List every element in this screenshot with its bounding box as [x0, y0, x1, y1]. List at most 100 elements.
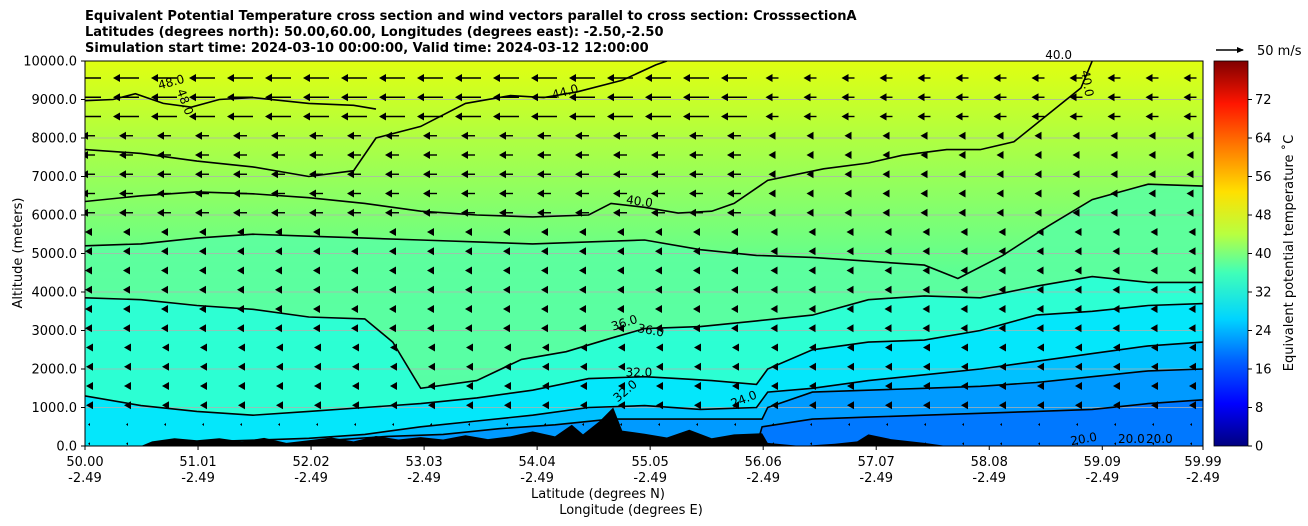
wind-arrow [694, 382, 701, 390]
title-line-3: Simulation start time: 2024-03-10 00:00:… [85, 41, 649, 56]
wind-arrow [1074, 228, 1082, 236]
wind-arrow [417, 93, 424, 102]
wind-arrow [693, 324, 700, 333]
wind-arrow [465, 266, 472, 275]
wind-arrow [579, 247, 586, 256]
wind-arrow [1069, 93, 1077, 102]
wind-arrow [504, 343, 511, 352]
wind-arrow [1189, 382, 1196, 390]
wind-arrow [721, 93, 728, 102]
wind-arrow [1072, 131, 1080, 140]
wind-arrow [537, 208, 544, 217]
wind-arrow [461, 131, 468, 140]
wind-arrow [575, 208, 582, 217]
wind-arrow [347, 170, 354, 179]
wind-arrow [771, 401, 778, 410]
wind-arrow [119, 189, 126, 198]
wind-arrow [617, 228, 624, 236]
wind-arrow [499, 208, 506, 217]
wind-arrow [1075, 362, 1082, 371]
wind-arrow [537, 131, 544, 140]
y-tick-label: 6000.0 [32, 209, 78, 224]
x-tick-label-lat: 50.00 [66, 455, 103, 470]
wind-arrow [1183, 93, 1191, 102]
field-band-20 [756, 399, 1203, 446]
wind-arrow [613, 170, 620, 179]
wind-arrow [922, 228, 930, 236]
wind-arrow [765, 93, 773, 102]
wind-arrow [617, 324, 624, 333]
wind-arrow [1034, 189, 1042, 198]
wind-arrow [809, 343, 816, 352]
wind-arrow [993, 112, 1001, 121]
wind-arrow [613, 131, 620, 140]
colorbar-label: Equivalent potential temperature ˚C [1281, 135, 1297, 371]
wind-arrow [579, 324, 586, 333]
wind-arrow [731, 247, 738, 256]
wind-arrow [161, 247, 168, 256]
wind-arrow [1113, 382, 1120, 390]
contour-line-40 [85, 61, 1093, 218]
wind-arrow [809, 362, 816, 371]
wind-arrow [655, 305, 662, 313]
wind-arrow [617, 285, 624, 294]
wind-arrow [119, 170, 126, 179]
wind-arrow [960, 266, 968, 275]
wind-arrow [569, 74, 576, 82]
wind-arrow [200, 362, 207, 371]
wind-arrow [275, 324, 282, 333]
wind-arrow [157, 131, 164, 140]
wind-arrow [772, 423, 774, 426]
wind-arrow [645, 74, 652, 82]
wind-arrow [316, 423, 318, 426]
wind-arrow [428, 401, 435, 410]
wind-arrow [313, 247, 320, 256]
wind-arrow [1076, 423, 1078, 426]
wind-arrow [1150, 247, 1158, 256]
x-tick-label-lon: -2.49 [1186, 471, 1220, 486]
wind-arrow [123, 324, 130, 333]
wind-arrow [1034, 208, 1042, 217]
wind-arrow [428, 362, 435, 371]
wind-arrow [341, 74, 348, 82]
wind-arrow [161, 228, 168, 236]
x-tick-label-lat: 53.03 [405, 455, 442, 470]
wind-arrow [765, 112, 773, 121]
contour-label: 32.0 [626, 366, 653, 380]
wind-arrow [727, 189, 734, 198]
colorbar-tick-label: 0 [1255, 440, 1263, 455]
wind-arrow [537, 189, 544, 198]
wind-arrow [541, 228, 548, 236]
y-tick-label: 2000.0 [32, 363, 78, 378]
wind-arrow [1072, 151, 1080, 159]
wind-arrow [960, 305, 968, 313]
wind-arrow [693, 305, 700, 313]
x-axis-label-lon: Longitude (degrees E) [559, 503, 703, 518]
y-tick-label: 7000.0 [32, 170, 78, 185]
wind-arrow [1114, 442, 1116, 446]
y-axis-label: Altitude (meters) [11, 198, 26, 309]
wind-arrow [920, 131, 928, 140]
wind-arrow [803, 74, 811, 82]
wind-arrow [504, 382, 511, 390]
wind-arrow [531, 112, 538, 121]
colorbar-tick-label: 64 [1255, 132, 1272, 147]
wind-arrow [389, 266, 396, 275]
wind-arrow [656, 343, 663, 352]
wind-arrow [1112, 285, 1120, 294]
wind-arrow [885, 401, 892, 410]
wind-arrow [271, 208, 278, 217]
wind-arrow [276, 343, 283, 352]
wind-arrow [808, 247, 816, 256]
wind-arrow [189, 74, 196, 82]
wind-arrow [238, 382, 245, 390]
x-tick-label-lon: -2.49 [972, 471, 1006, 486]
wind-arrow [542, 362, 549, 371]
wind-arrow [195, 189, 202, 198]
wind-arrow [841, 74, 849, 82]
wind-arrow [844, 170, 852, 179]
wind-arrow [237, 266, 244, 275]
wind-arrow [847, 401, 854, 410]
wind-arrow [314, 343, 321, 352]
wind-arrow [651, 189, 658, 198]
